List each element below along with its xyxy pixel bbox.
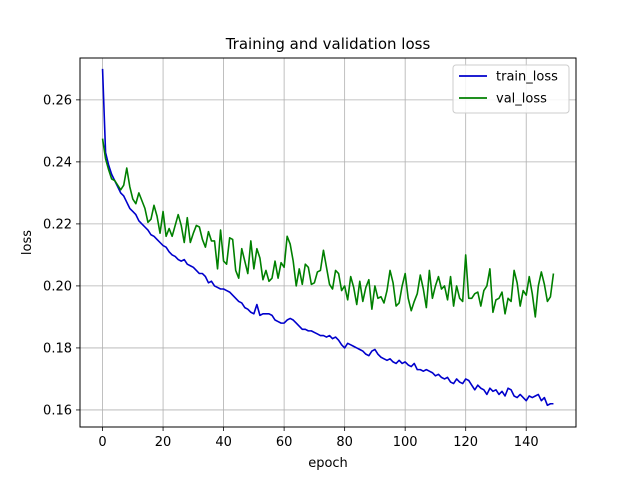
series-layer — [101, 68, 555, 407]
series-line-val-loss — [101, 138, 555, 318]
chart-title: Training and validation loss — [225, 35, 431, 53]
y-tick-label: 0.26 — [43, 93, 72, 108]
legend: train_loss val_loss — [452, 64, 570, 114]
y-tick-label: 0.22 — [43, 217, 72, 232]
x-tick-label: 40 — [215, 435, 232, 450]
grid — [80, 58, 576, 427]
y-axis-label: loss — [20, 230, 35, 255]
ticks: 0 20 40 60 80 100 120 140 0.16 0.18 0.20 0.22 0.24 0.… — [43, 93, 539, 450]
x-tick-label: 60 — [276, 435, 293, 450]
y-tick-label: 0.16 — [43, 403, 72, 418]
plot-frame — [79, 57, 577, 428]
legend-label-train-loss: train_loss — [496, 70, 558, 85]
x-tick-label: 0 — [98, 435, 106, 450]
legend-box — [452, 64, 570, 114]
x-tick-label: 120 — [453, 435, 478, 450]
y-tick-label: 0.20 — [43, 279, 72, 294]
x-tick-label: 80 — [336, 435, 353, 450]
y-tick-label: 0.24 — [43, 155, 72, 170]
x-axis-label: epoch — [308, 456, 348, 471]
series-line-train-loss — [101, 68, 554, 407]
x-tick-label: 20 — [155, 435, 172, 450]
x-tick-label: 100 — [393, 435, 418, 450]
legend-label-val-loss: val_loss — [496, 92, 547, 107]
y-tick-label: 0.18 — [43, 341, 72, 356]
x-tick-label: 140 — [514, 435, 539, 450]
